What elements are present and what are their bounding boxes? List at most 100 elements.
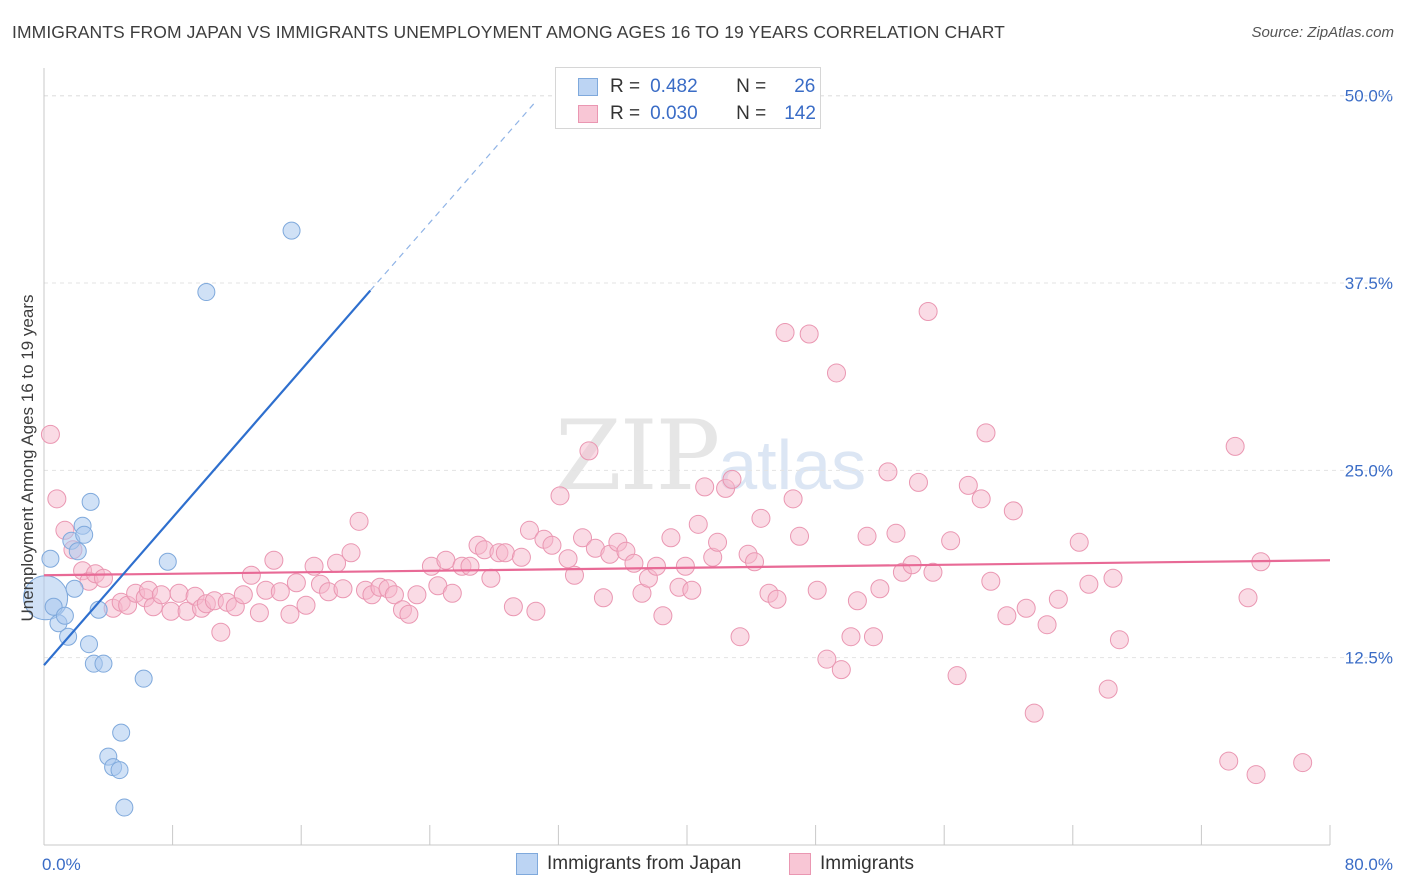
immigrants-point[interactable]	[1109, 630, 1129, 650]
immigrants-point[interactable]	[1098, 679, 1118, 699]
immigrants-point[interactable]	[1246, 765, 1266, 785]
immigrants-point[interactable]	[249, 603, 269, 623]
immigrants-point[interactable]	[280, 604, 300, 624]
immigrants-point[interactable]	[211, 622, 231, 642]
immigrants-point[interactable]	[503, 597, 523, 617]
immigrants-point[interactable]	[908, 472, 928, 492]
immigrants-point[interactable]	[296, 595, 316, 615]
immigrants-point[interactable]	[799, 324, 819, 344]
immigrants-point[interactable]	[333, 579, 353, 599]
immigrants-point[interactable]	[653, 606, 673, 626]
japan-point[interactable]	[115, 798, 134, 817]
immigrants-point[interactable]	[264, 550, 284, 570]
immigrants-point[interactable]	[675, 556, 695, 576]
immigrants-point[interactable]	[688, 514, 708, 534]
immigrants-point[interactable]	[1219, 751, 1239, 771]
immigrants-point[interactable]	[695, 477, 715, 497]
japan-point[interactable]	[158, 552, 177, 571]
immigrants-point[interactable]	[550, 486, 570, 506]
japan-point[interactable]	[55, 606, 74, 625]
immigrants-point[interactable]	[661, 528, 681, 548]
immigrants-point[interactable]	[646, 556, 666, 576]
immigrants-point[interactable]	[481, 568, 501, 588]
immigrants-point[interactable]	[1048, 589, 1068, 609]
immigrants-point[interactable]	[807, 580, 827, 600]
immigrants-point[interactable]	[241, 565, 261, 585]
immigrants-point[interactable]	[151, 585, 171, 605]
immigrants-point[interactable]	[886, 523, 906, 543]
japan-point[interactable]	[81, 492, 100, 511]
japan-point[interactable]	[110, 761, 129, 780]
immigrants-point[interactable]	[958, 475, 978, 495]
immigrants-point[interactable]	[878, 462, 898, 482]
immigrants-point[interactable]	[976, 423, 996, 443]
immigrants-point[interactable]	[1037, 615, 1057, 635]
immigrants-point[interactable]	[722, 469, 742, 489]
japan-point[interactable]	[68, 542, 87, 561]
immigrants-point[interactable]	[1293, 753, 1313, 773]
bottom-legend-japan[interactable]: Immigrants from Japan	[516, 852, 741, 876]
immigrants-point[interactable]	[573, 528, 593, 548]
immigrants-point[interactable]	[730, 627, 750, 647]
immigrants-point[interactable]	[767, 589, 787, 609]
immigrants-point[interactable]	[918, 302, 938, 322]
immigrants-point[interactable]	[511, 547, 531, 567]
immigrants-point[interactable]	[399, 604, 419, 624]
immigrants-point[interactable]	[682, 580, 702, 600]
immigrants-point[interactable]	[831, 660, 851, 680]
immigrants-point[interactable]	[460, 556, 480, 576]
immigrants-point[interactable]	[1225, 436, 1245, 456]
immigrants-point[interactable]	[579, 441, 599, 461]
immigrants-point[interactable]	[349, 511, 369, 531]
immigrants-point[interactable]	[286, 573, 306, 593]
immigrants-point[interactable]	[1016, 598, 1036, 618]
immigrants-point[interactable]	[826, 363, 846, 383]
japan-point[interactable]	[112, 723, 131, 742]
immigrants-point[interactable]	[923, 562, 943, 582]
bottom-legend-immigrants[interactable]: Immigrants	[789, 852, 914, 876]
japan-point[interactable]	[282, 221, 301, 240]
japan-point[interactable]	[80, 635, 99, 654]
japan-point[interactable]	[41, 549, 60, 568]
immigrants-point[interactable]	[93, 568, 113, 588]
immigrants-point[interactable]	[593, 588, 613, 608]
immigrants-point[interactable]	[1003, 501, 1023, 521]
immigrants-point[interactable]	[47, 489, 67, 509]
immigrants-point[interactable]	[526, 601, 546, 621]
immigrants-point[interactable]	[847, 591, 867, 611]
immigrants-point[interactable]	[40, 424, 60, 444]
japan-point[interactable]	[134, 669, 153, 688]
immigrants-point[interactable]	[841, 627, 861, 647]
immigrants-point[interactable]	[863, 627, 883, 647]
immigrants-point[interactable]	[442, 583, 462, 603]
immigrants-point[interactable]	[270, 582, 290, 602]
immigrants-point[interactable]	[947, 666, 967, 686]
immigrants-point[interactable]	[519, 520, 539, 540]
immigrants-point[interactable]	[775, 323, 795, 343]
immigrants-point[interactable]	[1079, 574, 1099, 594]
immigrants-point[interactable]	[542, 535, 562, 555]
immigrants-point[interactable]	[624, 553, 644, 573]
immigrants-point[interactable]	[384, 585, 404, 605]
immigrants-point[interactable]	[161, 601, 181, 621]
japan-point[interactable]	[197, 283, 216, 302]
immigrants-point[interactable]	[817, 649, 837, 669]
source-label[interactable]: Source: ZipAtlas.com	[1251, 24, 1394, 41]
immigrants-point[interactable]	[304, 556, 324, 576]
immigrants-point[interactable]	[495, 543, 515, 563]
immigrants-point[interactable]	[1069, 532, 1089, 552]
immigrants-point[interactable]	[981, 571, 1001, 591]
immigrants-point[interactable]	[708, 532, 728, 552]
immigrants-point[interactable]	[1238, 588, 1258, 608]
japan-point[interactable]	[65, 579, 84, 598]
immigrants-point[interactable]	[783, 489, 803, 509]
immigrants-point[interactable]	[169, 583, 189, 603]
immigrants-point[interactable]	[941, 531, 961, 551]
japan-point[interactable]	[94, 654, 113, 673]
immigrants-point[interactable]	[1024, 703, 1044, 723]
immigrants-point[interactable]	[857, 526, 877, 546]
immigrants-point[interactable]	[971, 489, 991, 509]
immigrants-point[interactable]	[870, 579, 890, 599]
immigrants-point[interactable]	[790, 526, 810, 546]
immigrants-point[interactable]	[233, 585, 253, 605]
